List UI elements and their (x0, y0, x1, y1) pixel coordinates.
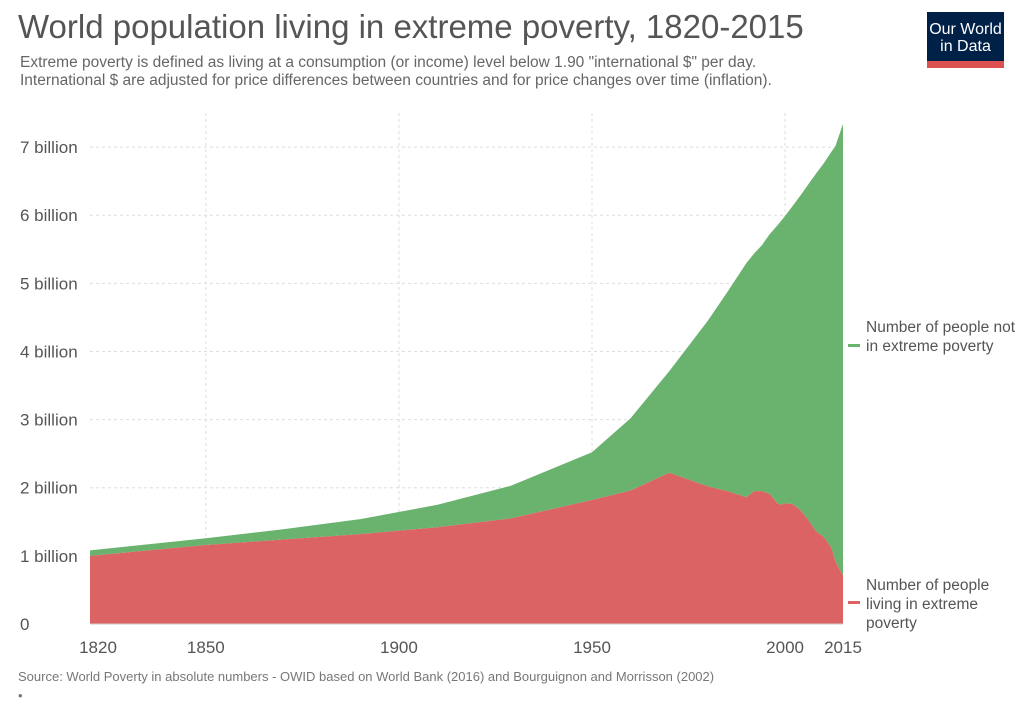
x-tick-label: 1950 (573, 638, 611, 657)
x-tick-label: 1850 (187, 638, 225, 657)
footer-bullet: • (18, 688, 23, 703)
legend-label-in-poverty[interactable]: Number of people living in extreme pover… (866, 577, 990, 632)
x-tick-label: 1900 (380, 638, 418, 657)
x-tick-label: 2015 (824, 638, 862, 657)
y-tick-label: 4 billion (20, 342, 78, 361)
legend-markers (848, 344, 860, 604)
logo-text-line-1: Our World (929, 21, 1002, 38)
chart-subtitle-line-2: International $ are adjusted for price d… (20, 72, 772, 89)
x-tick-label: 1820 (79, 638, 117, 657)
logo-text-line-2: in Data (940, 38, 991, 55)
legend-marker-in-poverty (848, 601, 860, 604)
y-tick-label: 6 billion (20, 206, 78, 225)
y-tick-label: 0 (20, 615, 29, 634)
y-tick-label: 5 billion (20, 274, 78, 293)
y-tick-label: 3 billion (20, 411, 78, 430)
y-tick-label: 1 billion (20, 547, 78, 566)
logo-accent-bar (927, 61, 1004, 68)
y-tick-label: 2 billion (20, 479, 78, 498)
legend-label-not-in-poverty[interactable]: Number of people not in extreme poverty (866, 319, 1016, 355)
x-tick-label: 2000 (766, 638, 804, 657)
axes: 0 1 billion 2 billion 3 billion 4 billion 5 b… (20, 138, 862, 657)
gridlines (90, 113, 843, 624)
owid-logo[interactable]: Our World in Data (927, 12, 1004, 68)
area-not-in-extreme-poverty (90, 123, 843, 576)
chart-title: World population living in extreme pover… (18, 8, 804, 45)
area-in-extreme-poverty (90, 472, 843, 624)
stacked-areas (90, 123, 843, 624)
source-note: Source: World Poverty in absolute number… (18, 669, 715, 684)
y-tick-label: 7 billion (20, 138, 78, 157)
chart-subtitle-line-1: Extreme poverty is defined as living at … (20, 54, 757, 71)
legend-marker-not-in-poverty (848, 344, 860, 347)
